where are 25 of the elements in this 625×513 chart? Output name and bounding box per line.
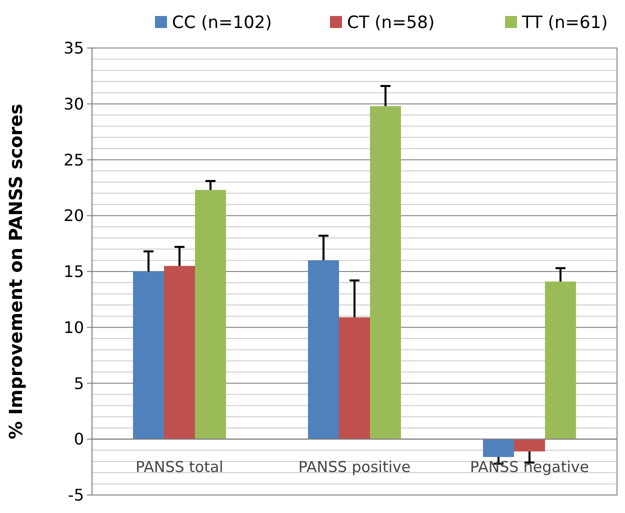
y-tick-label: 0 bbox=[74, 430, 84, 449]
x-tick-label: PANSS negative bbox=[470, 458, 589, 476]
y-tick-label: 30 bbox=[64, 94, 84, 114]
bar bbox=[195, 190, 226, 440]
bar bbox=[514, 439, 545, 452]
bar bbox=[370, 106, 401, 440]
y-tick-label: 35 bbox=[64, 38, 84, 58]
legend-label: CT (n=58) bbox=[347, 12, 435, 33]
y-tick-label: -5 bbox=[68, 486, 84, 505]
bar bbox=[339, 317, 370, 440]
y-tick-label: 5 bbox=[74, 374, 84, 393]
x-tick-label: PANSS positive bbox=[298, 458, 411, 476]
y-axis-title: % Improvement on PANSS scores bbox=[6, 104, 27, 440]
y-tick-label: 20 bbox=[64, 206, 84, 226]
bar bbox=[545, 282, 576, 440]
y-tick-label: 10 bbox=[64, 318, 84, 337]
legend-label: CC (n=102) bbox=[172, 12, 272, 33]
bar bbox=[483, 439, 514, 458]
legend-label: TT (n=61) bbox=[521, 12, 608, 33]
bar bbox=[133, 272, 164, 440]
y-tick-label: 15 bbox=[64, 262, 84, 282]
x-tick-label: PANSS total bbox=[136, 458, 224, 476]
y-tick-label: 25 bbox=[64, 150, 84, 170]
bar bbox=[308, 260, 339, 440]
bar bbox=[164, 266, 195, 440]
